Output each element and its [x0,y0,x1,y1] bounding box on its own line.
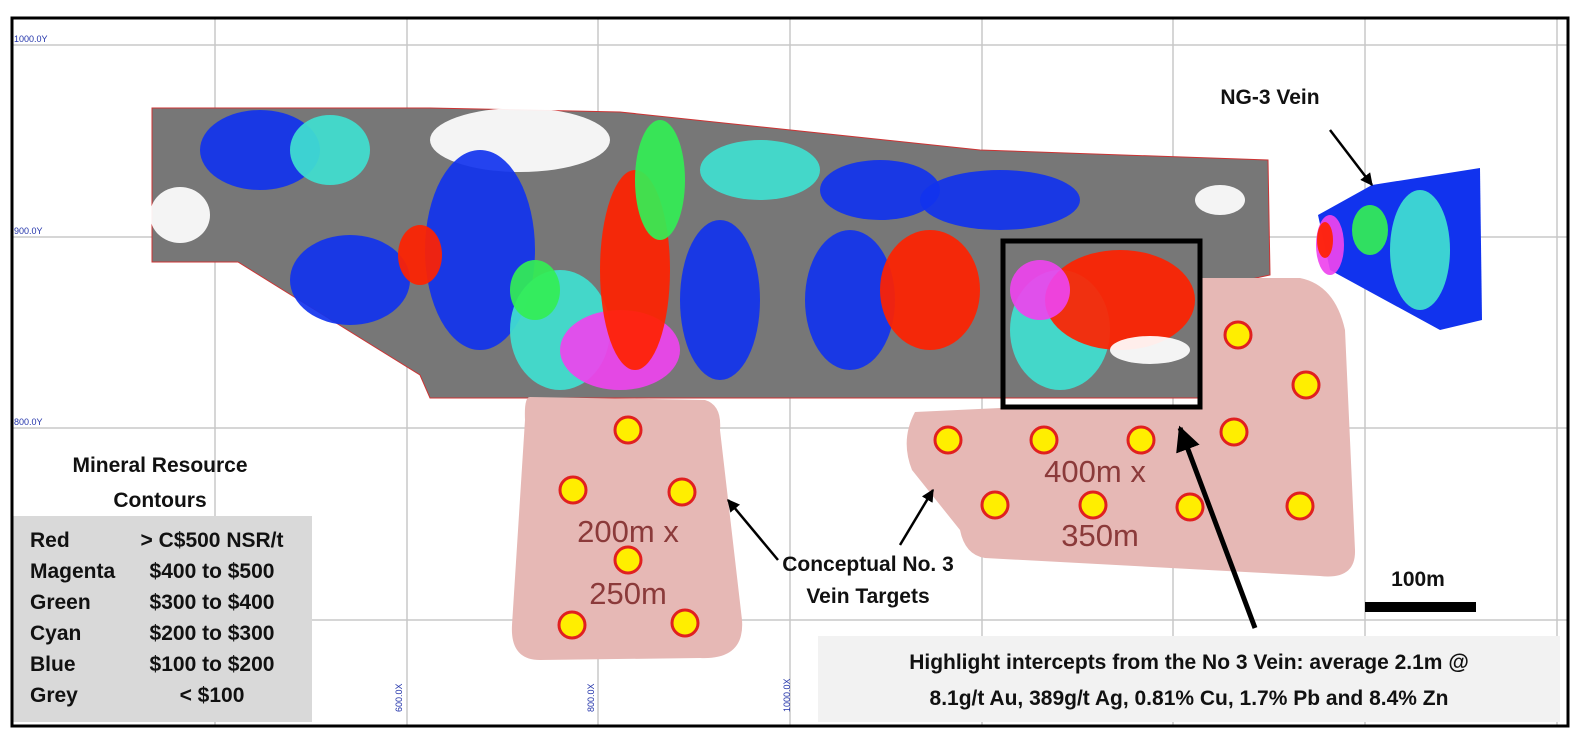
legend-color: Magenta [30,560,116,583]
grid-label: 600.0X [394,683,404,712]
drill-target [558,475,588,505]
ore-contour [1110,336,1190,364]
legend-title: Contours [113,489,206,512]
target-size: 350m [1061,518,1139,553]
drill-target [667,477,697,507]
target-size: 200m x [577,514,679,549]
drill-target [1126,425,1156,455]
arrow [1329,129,1373,186]
ore-contour [820,160,940,220]
scale-label: 100m [1391,568,1445,591]
ore-contour [700,140,820,200]
ore-contour [680,220,760,380]
ore-contour [880,230,980,350]
legend-range: < $100 [180,684,245,707]
arrows [727,129,1373,629]
legend-range: $100 to $200 [150,653,275,676]
ore-contour [290,115,370,185]
drill-target [557,610,587,640]
targets [511,278,1356,660]
ore-contour [398,225,442,285]
arrow [898,488,935,546]
ore-contour [805,230,895,370]
ng3-label: NG-3 Vein [1220,86,1319,109]
ore-contour [920,170,1080,230]
drill-target [933,425,963,455]
grid-label: 1000.0X [782,678,792,712]
ore-contour [635,120,685,240]
target-size: 400m x [1044,454,1146,489]
highlight-box [1000,238,1203,410]
legend-box [12,516,312,722]
ore-contour [1352,205,1388,255]
ore-contour [1317,222,1333,258]
frame [10,16,1570,728]
legend-color: Green [30,591,91,614]
arrow [1176,425,1258,629]
ore-contour [1045,250,1195,350]
ore-contour [425,150,535,350]
legend-range: $200 to $300 [150,622,275,645]
drill-target [1029,425,1059,455]
arrow [727,499,779,561]
grid-label: 800.0Y [14,417,43,427]
drill-target [613,545,643,575]
ore-body [150,107,1482,399]
legend-color: Blue [30,653,76,676]
highlight-text: Highlight intercepts from the No 3 Vein:… [909,651,1469,674]
grid-label: 1000.0Y [14,34,48,44]
ore-contour [1390,190,1450,310]
legend-color: Cyan [30,622,81,645]
ore-contour [290,235,410,325]
drill-target [1219,417,1249,447]
legend-range: $400 to $500 [150,560,275,583]
target-size: 250m [589,576,667,611]
legend-range: $300 to $400 [150,591,275,614]
drill-target [613,415,643,445]
drill-target [1078,490,1108,520]
legend-range: > C$500 NSR/t [141,529,284,552]
target-zone [511,397,743,660]
target-zone [906,278,1356,577]
legend-color: Red [30,529,70,552]
scale-bar [1365,602,1476,612]
drill-target [1285,491,1315,521]
drill-target [1175,492,1205,522]
ore-contour [1195,185,1245,215]
drill-target [980,490,1010,520]
legend-title: Mineral Resource [72,454,247,477]
highlight-text: 8.1g/t Au, 389g/t Ag, 0.81% Cu, 1.7% Pb … [930,687,1449,710]
highlight-panel [818,636,1560,722]
drill-target [1291,370,1321,400]
grid-label: 800.0X [586,683,596,712]
grid-label: 900.0Y [14,226,43,236]
ore-contour [1010,260,1070,320]
ore-contour [200,110,320,190]
drill-target [670,608,700,638]
ore-contour [510,260,560,320]
legend-color: Grey [30,684,78,707]
target-label: Vein Targets [806,585,929,608]
legend: Red > C$500 NSR/t Magenta $400 to $500 Green… [30,529,283,707]
drill-target [1223,320,1253,350]
target-label: Conceptual No. 3 [782,553,954,576]
ore-contour [150,187,210,243]
